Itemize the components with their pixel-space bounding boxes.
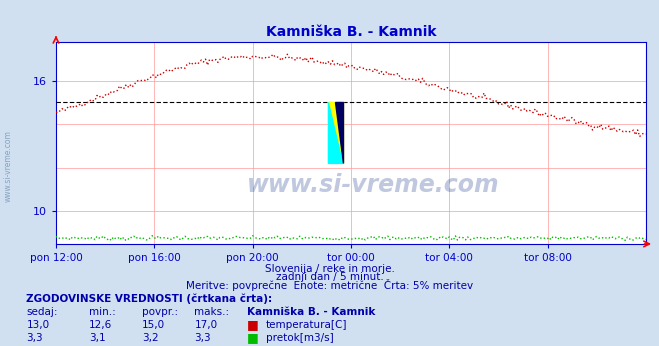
Text: 15,0: 15,0 — [142, 320, 165, 330]
Polygon shape — [335, 102, 343, 163]
Text: temperatura[C]: temperatura[C] — [266, 320, 347, 330]
Text: Kamniška B. - Kamnik: Kamniška B. - Kamnik — [247, 307, 376, 317]
Text: povpr.:: povpr.: — [142, 307, 178, 317]
Text: Slovenija / reke in morje.: Slovenija / reke in morje. — [264, 264, 395, 274]
Text: ■: ■ — [247, 318, 259, 331]
Text: maks.:: maks.: — [194, 307, 229, 317]
Bar — [328, 102, 343, 163]
Text: sedaj:: sedaj: — [26, 307, 58, 317]
Text: pretok[m3/s]: pretok[m3/s] — [266, 333, 333, 343]
Text: 3,1: 3,1 — [89, 333, 105, 343]
Text: www.si-vreme.com: www.si-vreme.com — [3, 130, 13, 202]
Text: 3,3: 3,3 — [26, 333, 43, 343]
Polygon shape — [328, 102, 343, 163]
Polygon shape — [328, 102, 343, 163]
Text: www.si-vreme.com: www.si-vreme.com — [247, 173, 500, 197]
Text: ZGODOVINSKE VREDNOSTI (črtkana črta):: ZGODOVINSKE VREDNOSTI (črtkana črta): — [26, 293, 272, 304]
Text: min.:: min.: — [89, 307, 116, 317]
Text: zadnji dan / 5 minut.: zadnji dan / 5 minut. — [275, 272, 384, 282]
Title: Kamniška B. - Kamnik: Kamniška B. - Kamnik — [266, 25, 436, 39]
Text: 17,0: 17,0 — [194, 320, 217, 330]
Text: 3,2: 3,2 — [142, 333, 158, 343]
Text: 13,0: 13,0 — [26, 320, 49, 330]
Text: ■: ■ — [247, 331, 259, 344]
Text: Meritve: povprečne  Enote: metrične  Črta: 5% meritev: Meritve: povprečne Enote: metrične Črta:… — [186, 279, 473, 291]
Text: 3,3: 3,3 — [194, 333, 211, 343]
Text: 12,6: 12,6 — [89, 320, 112, 330]
